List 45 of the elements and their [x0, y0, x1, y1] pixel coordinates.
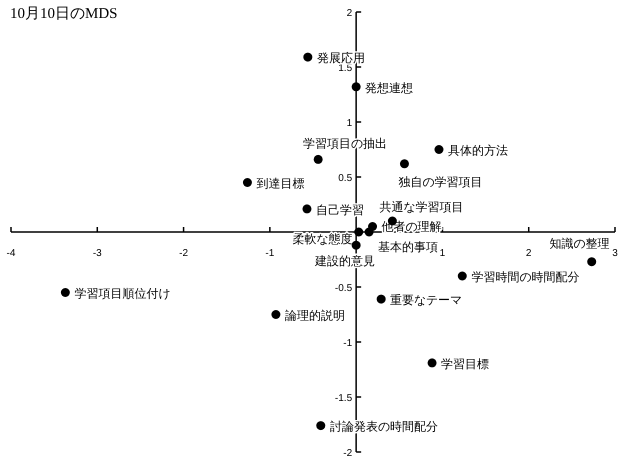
- point: [271, 310, 280, 319]
- annotation: 到達目標: [256, 176, 304, 190]
- annotation: 学習項目順位付け: [74, 286, 170, 300]
- y-tick-label: -1.5: [334, 393, 353, 404]
- point: [303, 52, 312, 62]
- chart-title: 10月10日のMDS: [10, 6, 118, 22]
- annotation: 学習目標: [441, 356, 490, 371]
- x-tick-label: -1: [265, 248, 275, 259]
- annotation: 独自の学習項目: [398, 174, 482, 189]
- annotation: 具体的方法: [448, 144, 508, 158]
- point: [242, 178, 252, 187]
- point: [60, 288, 70, 297]
- y-tick-label: 2: [346, 8, 353, 19]
- y-tick-label: 1: [346, 118, 353, 129]
- x-tick-label: -3: [92, 248, 102, 259]
- y-tick-label: 0.5: [338, 173, 353, 184]
- annotation: 重要なテーマ: [390, 293, 462, 308]
- point: [302, 204, 312, 214]
- point: [428, 358, 437, 368]
- annotation: 論理的説明: [284, 308, 345, 322]
- x-tick-label: 1: [440, 248, 446, 259]
- point: [352, 82, 361, 92]
- x-tick-label: -4: [6, 248, 16, 259]
- point: [587, 257, 596, 266]
- y-tick-label: -2: [343, 448, 353, 459]
- point: [400, 159, 409, 168]
- point: [434, 145, 444, 154]
- point: [364, 228, 374, 236]
- x-tick-label: 3: [612, 248, 618, 259]
- point: [314, 154, 323, 164]
- x-tick-label: -2: [179, 248, 188, 259]
- point: [352, 240, 361, 250]
- y-tick-label: -1: [343, 338, 353, 349]
- point: [458, 272, 467, 280]
- point: [354, 228, 364, 236]
- annotation: 共通な学習項目: [379, 200, 464, 214]
- annotation: 知識の整理: [550, 236, 610, 251]
- annotation: 学習時間の時間配分: [471, 270, 580, 284]
- annotation: 発想連想: [365, 80, 414, 95]
- point: [316, 421, 326, 430]
- point: [376, 294, 386, 304]
- annotation: 基本的事項: [378, 240, 438, 254]
- y-tick-label: -0.5: [334, 283, 353, 294]
- x-tick-label: 2: [526, 248, 532, 259]
- annotation: 柔軟な態度: [292, 232, 353, 246]
